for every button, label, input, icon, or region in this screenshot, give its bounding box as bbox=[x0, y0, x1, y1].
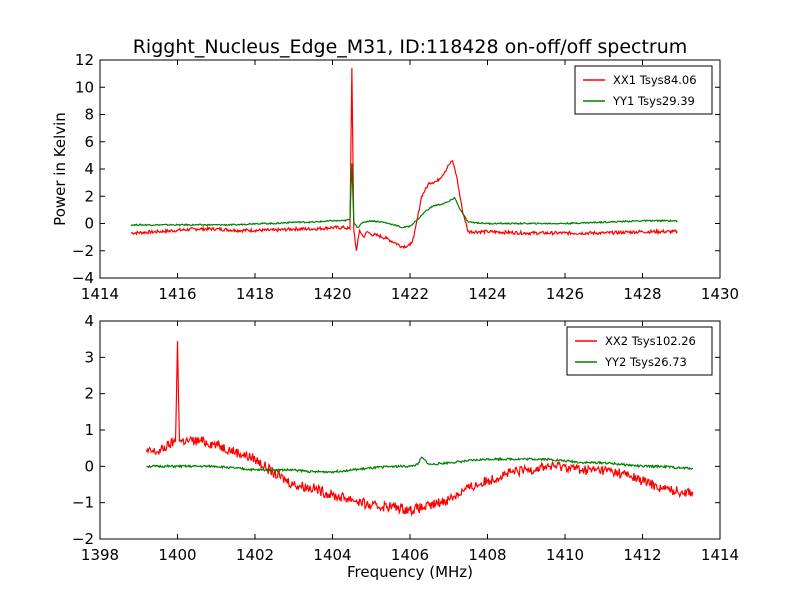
legend-entry-label: YY1 Tsys29.39 bbox=[612, 94, 695, 108]
y-tick-label: 2 bbox=[84, 187, 94, 205]
x-tick-label: 1414 bbox=[81, 285, 119, 303]
x-tick-label: 1398 bbox=[81, 546, 119, 564]
x-tick-label: 1422 bbox=[391, 285, 429, 303]
legend-box bbox=[574, 65, 713, 115]
legend-box bbox=[566, 326, 713, 376]
chart-title: Rigght_Nucleus_Edge_M31, ID:118428 on-of… bbox=[133, 36, 688, 58]
y-tick-label: 6 bbox=[84, 133, 94, 151]
series-line-2-1 bbox=[145, 340, 694, 517]
y-tick-label: 10 bbox=[75, 78, 94, 96]
x-tick-label: 1410 bbox=[546, 546, 584, 564]
x-tick-label: 1404 bbox=[313, 546, 351, 564]
y-tick-label: 0 bbox=[84, 457, 94, 475]
x-tick-label: 1426 bbox=[546, 285, 584, 303]
series-line-1-2 bbox=[130, 163, 678, 229]
x-tick-label: 1424 bbox=[468, 285, 506, 303]
y-tick-label: −4 bbox=[72, 269, 94, 287]
y-tick-label: 4 bbox=[84, 160, 94, 178]
y-tick-label: 1 bbox=[84, 421, 94, 439]
y-tick-label: 8 bbox=[84, 106, 94, 124]
y-axis-label: Power in Kelvin bbox=[51, 112, 69, 226]
x-tick-label: 1418 bbox=[236, 285, 274, 303]
x-tick-label: 1402 bbox=[236, 546, 274, 564]
x-tick-label: 1408 bbox=[468, 546, 506, 564]
series-line-2-2 bbox=[146, 456, 694, 474]
chart-panel-1: 1414 1416 1418 1420 1422 1424 1426 1428 1430 −4 −2… bbox=[51, 51, 739, 303]
legend-entry-label: YY2 Tsys26.73 bbox=[604, 355, 687, 369]
y-tick-label: −2 bbox=[72, 530, 94, 548]
y-tick-label: 2 bbox=[84, 385, 94, 403]
legend-entry-label: XX2 Tsys102.26 bbox=[605, 334, 696, 348]
x-tick-label: 1412 bbox=[623, 546, 661, 564]
legend-entry-label: XX1 Tsys84.06 bbox=[613, 73, 697, 87]
series-line-1-1 bbox=[130, 68, 678, 251]
x-tick-label: 1414 bbox=[701, 546, 739, 564]
y-tick-label: 3 bbox=[84, 348, 94, 366]
y-tick-label: 0 bbox=[84, 215, 94, 233]
y-tick-label: −1 bbox=[72, 494, 94, 512]
x-tick-label: 1406 bbox=[391, 546, 429, 564]
chart-panel-2: 1398 1400 1402 1404 1406 1408 1410 1412 1414−2−1… bbox=[72, 312, 739, 581]
y-tick-label: 4 bbox=[84, 312, 94, 330]
x-tick-label: 1420 bbox=[313, 285, 351, 303]
x-axis-label: Frequency (MHz) bbox=[347, 563, 473, 581]
y-tick-label: −2 bbox=[72, 242, 94, 260]
legend-1: XX1 Tsys84.06 YY1 Tsys29.39 bbox=[574, 65, 713, 115]
x-tick-label: 1400 bbox=[158, 546, 196, 564]
x-tick-label: 1416 bbox=[158, 285, 196, 303]
legend-2: XX2 Tsys102.26 YY2 Tsys26.73 bbox=[566, 326, 713, 376]
x-tick-label: 1430 bbox=[701, 285, 739, 303]
x-tick-label: 1428 bbox=[623, 285, 661, 303]
y-tick-label: 12 bbox=[75, 51, 94, 69]
